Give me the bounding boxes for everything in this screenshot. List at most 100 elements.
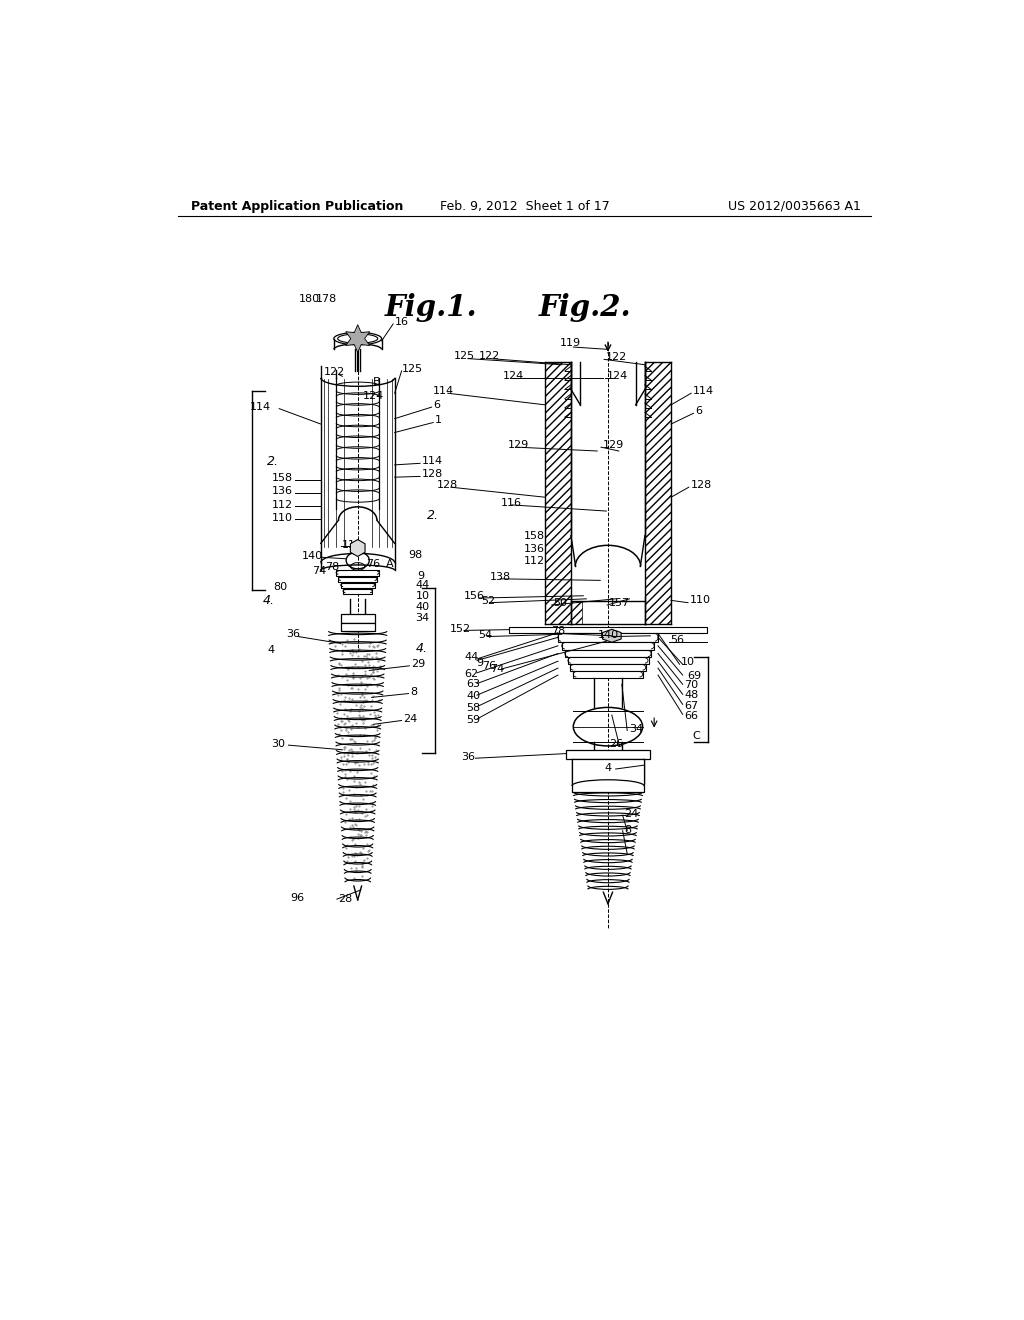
Text: 66: 66	[684, 711, 698, 721]
Text: 129: 129	[602, 440, 624, 450]
Polygon shape	[346, 325, 370, 352]
Text: 4: 4	[605, 763, 612, 774]
Text: 16: 16	[394, 317, 409, 327]
Text: 34: 34	[629, 723, 643, 734]
Text: A: A	[386, 560, 394, 569]
Text: 112: 112	[271, 500, 293, 510]
Text: 50: 50	[553, 598, 567, 609]
Text: 122: 122	[324, 367, 345, 378]
Bar	[565, 649, 651, 657]
Text: 6: 6	[433, 400, 440, 409]
Text: 152: 152	[451, 624, 471, 634]
Text: 112: 112	[524, 556, 545, 566]
Text: 58: 58	[466, 704, 480, 713]
Text: 4.: 4.	[263, 594, 275, 607]
Text: 80: 80	[273, 582, 287, 591]
Bar	[509, 627, 707, 632]
Polygon shape	[350, 540, 365, 557]
Text: Patent Application Publication: Patent Application Publication	[190, 199, 403, 213]
Text: 48: 48	[684, 690, 698, 700]
Text: 4.: 4.	[416, 643, 428, 656]
Text: 24: 24	[403, 714, 418, 723]
Text: 180: 180	[299, 294, 321, 305]
Text: 8: 8	[625, 825, 631, 834]
Text: 110: 110	[271, 513, 293, 523]
Text: Fig.2.: Fig.2.	[539, 293, 631, 322]
Text: 136: 136	[271, 486, 293, 496]
Text: 44: 44	[465, 652, 479, 663]
Text: 116: 116	[501, 498, 522, 508]
Text: 59: 59	[466, 714, 480, 725]
Bar	[562, 642, 654, 649]
Text: 9: 9	[476, 657, 483, 668]
Polygon shape	[602, 630, 622, 643]
Text: 54: 54	[478, 630, 493, 640]
Text: 114: 114	[422, 455, 442, 466]
Text: US 2012/0035663 A1: US 2012/0035663 A1	[728, 199, 860, 213]
Text: 62: 62	[465, 668, 479, 678]
Text: 63: 63	[466, 680, 480, 689]
Text: 122: 122	[605, 352, 627, 362]
Text: 34: 34	[416, 612, 430, 623]
Text: 8: 8	[410, 686, 417, 697]
Text: 124: 124	[503, 371, 523, 380]
Text: 156: 156	[464, 591, 485, 601]
Bar	[339, 577, 377, 582]
Text: 36: 36	[462, 751, 476, 762]
Text: 111: 111	[342, 540, 364, 550]
Text: 98: 98	[408, 550, 422, 560]
Text: 10: 10	[416, 591, 429, 601]
Text: 56: 56	[671, 635, 684, 645]
Text: 1: 1	[435, 416, 441, 425]
Text: 119: 119	[559, 338, 581, 348]
Text: 110: 110	[689, 595, 711, 606]
Text: 114: 114	[432, 385, 454, 396]
Text: 114: 114	[250, 403, 271, 412]
Text: 129: 129	[508, 440, 529, 450]
Text: 78: 78	[326, 562, 340, 573]
Text: 122: 122	[478, 351, 500, 362]
Text: 128: 128	[690, 480, 712, 490]
Text: 29: 29	[411, 659, 425, 669]
Text: 2.: 2.	[267, 454, 279, 467]
Bar	[341, 582, 375, 589]
Text: 157: 157	[608, 598, 630, 609]
Bar	[571, 601, 582, 624]
Text: 158: 158	[271, 473, 293, 483]
Text: 136: 136	[524, 544, 545, 554]
Text: 78: 78	[551, 626, 565, 636]
Bar	[558, 632, 658, 642]
Bar	[573, 671, 643, 678]
Text: 40: 40	[416, 602, 430, 611]
Text: 24: 24	[625, 809, 638, 818]
Text: B: B	[373, 378, 381, 388]
Text: 69: 69	[687, 671, 701, 681]
Text: 67: 67	[684, 701, 698, 711]
Text: 9: 9	[417, 570, 424, 581]
Bar	[645, 363, 671, 624]
Text: 28: 28	[339, 894, 352, 904]
Bar	[341, 623, 375, 631]
Bar	[565, 750, 650, 759]
Text: 178: 178	[315, 294, 337, 305]
Bar	[341, 614, 375, 623]
Text: 52: 52	[481, 597, 495, 606]
Text: 74: 74	[312, 566, 327, 576]
Text: 36: 36	[286, 630, 300, 639]
Text: 30: 30	[271, 739, 286, 748]
Bar	[343, 589, 373, 594]
Text: 10: 10	[681, 657, 695, 667]
Text: 124: 124	[606, 371, 628, 380]
Text: 96: 96	[290, 892, 304, 903]
Text: 76: 76	[481, 661, 496, 671]
Text: 128: 128	[437, 480, 459, 490]
Bar	[336, 570, 379, 576]
Text: 76: 76	[367, 560, 380, 569]
Text: 128: 128	[422, 469, 442, 479]
Bar	[570, 664, 646, 671]
Text: 140: 140	[598, 630, 620, 640]
Text: 2.: 2.	[427, 510, 439, 523]
Text: 26: 26	[608, 739, 623, 750]
Text: 4: 4	[267, 644, 274, 655]
Text: 140: 140	[301, 550, 323, 561]
